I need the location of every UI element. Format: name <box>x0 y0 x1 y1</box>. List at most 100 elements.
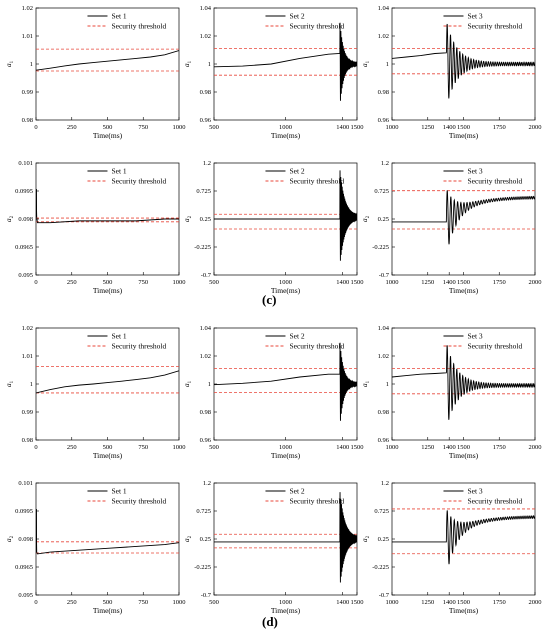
y-axis-label: a1 <box>182 380 193 387</box>
y-tick-label: 0.725 <box>374 188 389 195</box>
legend-label-series: Set 2 <box>289 167 304 176</box>
y-tick-label: 1.04 <box>200 5 212 12</box>
x-tick-label: 1400 <box>336 279 349 286</box>
panel-label-c: (c) <box>262 292 277 307</box>
x-axis-label: Time(ms) <box>449 451 479 460</box>
legend-label-series: Set 3 <box>467 167 482 176</box>
x-tick-label: 1250 <box>421 279 434 286</box>
chart-c22: 500 1000 1400 1500 -0.7 -0.225 0.25 0.725 1.2 Tim… <box>182 160 364 295</box>
x-tick-label: 500 <box>103 279 113 286</box>
y-tick-label: 1.2 <box>381 480 389 487</box>
y-tick-label: 0.96 <box>378 117 390 124</box>
y-tick-label: 1.02 <box>200 353 211 360</box>
y-axis-label: a1 <box>4 60 15 67</box>
chart-c11: 0 250 500 750 1000 0.98 0.99 1 1.01 1.02 Time(ms) a… <box>4 5 186 140</box>
y-tick-label: 1 <box>208 381 211 388</box>
y-tick-label: 0.725 <box>374 508 389 515</box>
chart-c13: 1000 1250 1400 1500 1750 2000 0.96 0.98 1 1.02 1.0… <box>360 5 542 140</box>
y-tick-label: 0.101 <box>18 160 33 167</box>
y-tick-label: 0.098 <box>18 536 33 543</box>
x-tick-label: 1500 <box>351 124 364 131</box>
x-tick-label: 1000 <box>279 599 292 606</box>
series-line <box>36 370 179 394</box>
x-tick-label: 500 <box>209 444 219 451</box>
legend-label-threshold: Security threshold <box>289 177 344 186</box>
legend-label-series: Set 1 <box>111 487 126 496</box>
x-tick-label: 0 <box>34 279 37 286</box>
x-tick-label: 1000 <box>279 444 292 451</box>
x-tick-label: 1400 <box>336 124 349 131</box>
x-tick-label: 1500 <box>457 599 470 606</box>
y-tick-label: 0.101 <box>18 480 33 487</box>
x-axis-label: Time(ms) <box>271 606 301 615</box>
x-tick-label: 1000 <box>386 124 399 131</box>
y-tick-label: 0.095 <box>18 592 33 599</box>
y-tick-label: 0.99 <box>22 89 33 96</box>
x-tick-label: 1000 <box>173 444 186 451</box>
y-tick-label: 1.2 <box>203 480 211 487</box>
y-tick-label: 0.98 <box>200 89 211 96</box>
x-tick-label: 1000 <box>173 599 186 606</box>
x-tick-label: 1000 <box>173 124 186 131</box>
x-tick-label: 2000 <box>529 279 542 286</box>
x-tick-label: 500 <box>103 599 113 606</box>
x-tick-label: 1500 <box>457 124 470 131</box>
legend-label-threshold: Security threshold <box>467 22 522 31</box>
y-tick-label: 0.25 <box>200 216 211 223</box>
x-tick-label: 500 <box>103 444 113 451</box>
panel-label-d: (d) <box>262 614 278 629</box>
chart-c21: 0 250 500 750 1000 0.095 0.0965 0.098 0.0995 0.10… <box>4 160 186 295</box>
y-tick-label: 1.02 <box>200 33 211 40</box>
x-axis-label: Time(ms) <box>93 286 123 295</box>
x-tick-label: 2000 <box>529 599 542 606</box>
series-line <box>214 22 357 101</box>
x-tick-label: 1000 <box>279 124 292 131</box>
legend-label-threshold: Security threshold <box>467 342 522 351</box>
x-tick-label: 2000 <box>529 124 542 131</box>
y-tick-label: 1.04 <box>378 325 390 332</box>
x-tick-label: 1400 <box>443 444 456 451</box>
legend-label-threshold: Security threshold <box>111 22 166 31</box>
y-tick-label: -0.225 <box>194 564 211 571</box>
y-tick-label: 0.98 <box>22 117 33 124</box>
y-tick-label: 0.725 <box>196 188 211 195</box>
y-tick-label: 1.2 <box>203 160 211 167</box>
legend-label-threshold: Security threshold <box>111 497 166 506</box>
chart-c12: 500 1000 1400 1500 0.96 0.98 1 1.02 1.04 Time(ms)… <box>182 5 364 140</box>
x-tick-label: 1250 <box>421 124 434 131</box>
x-tick-label: 0 <box>34 124 37 131</box>
x-tick-label: 750 <box>138 444 148 451</box>
y-tick-label: 0.0965 <box>15 244 33 251</box>
legend-label-series: Set 1 <box>111 332 126 341</box>
chart-d13: 1000 1250 1400 1500 1750 2000 0.96 0.98 1 1.02 1.0… <box>360 325 542 460</box>
y-tick-label: -0.225 <box>372 564 389 571</box>
x-tick-label: 0 <box>34 599 37 606</box>
x-tick-label: 1750 <box>493 599 506 606</box>
y-tick-label: 0.98 <box>200 409 211 416</box>
y-tick-label: 0.25 <box>378 536 389 543</box>
y-tick-label: 0.0995 <box>15 188 33 195</box>
x-tick-label: 1000 <box>386 444 399 451</box>
y-axis-label: a2 <box>182 215 193 222</box>
y-tick-label: 0.0965 <box>15 564 33 571</box>
y-tick-label: 1 <box>30 381 33 388</box>
legend-label-series: Set 3 <box>467 12 482 21</box>
x-tick-label: 250 <box>67 444 77 451</box>
legend-label-threshold: Security threshold <box>289 342 344 351</box>
x-tick-label: 1500 <box>457 279 470 286</box>
series-line <box>36 50 179 71</box>
legend-label-threshold: Security threshold <box>111 342 166 351</box>
y-tick-label: 0.25 <box>378 216 389 223</box>
legend-label-series: Set 1 <box>111 167 126 176</box>
chart-d11: 0 250 500 750 1000 0.98 0.99 1 1.01 1.02 Time(ms) a… <box>4 325 186 460</box>
x-tick-label: 1400 <box>443 124 456 131</box>
y-tick-label: 1 <box>208 61 211 68</box>
y-tick-label: 0.098 <box>18 216 33 223</box>
legend-label-series: Set 2 <box>289 12 304 21</box>
y-tick-label: 0.96 <box>200 437 212 444</box>
legend-label-series: Set 3 <box>467 332 482 341</box>
y-tick-label: 0.0995 <box>15 508 33 515</box>
y-tick-label: 1 <box>386 61 389 68</box>
y-axis-label: a2 <box>4 215 15 222</box>
y-tick-label: -0.7 <box>379 592 390 599</box>
